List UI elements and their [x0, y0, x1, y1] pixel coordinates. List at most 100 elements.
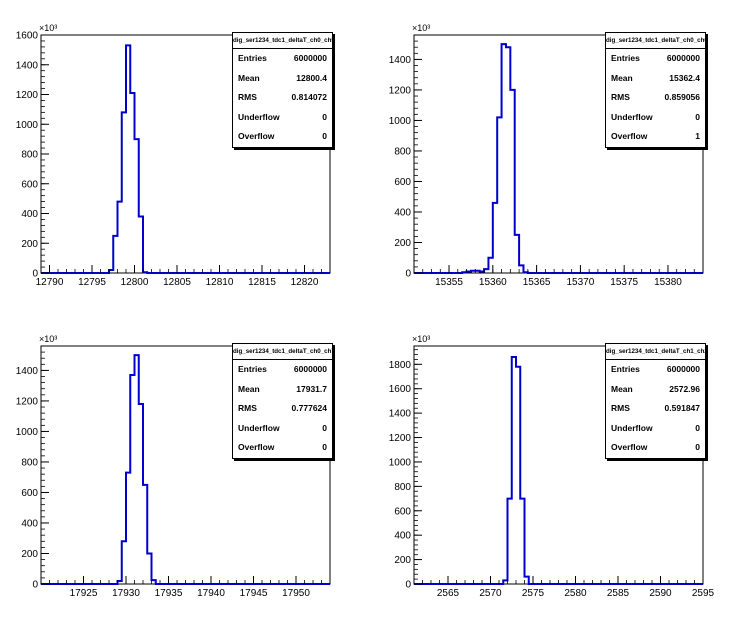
y-tick-label: 0 [32, 580, 38, 591]
y-tick-label: 1000 [16, 427, 39, 438]
stats-value: 6000000 [293, 53, 327, 63]
stats-value: 0 [322, 422, 327, 433]
histogram-line [414, 355, 703, 585]
x-tick-label: 2595 [692, 588, 715, 599]
x-tick-label: 15370 [566, 277, 594, 288]
stats-value: 0.859056 [664, 92, 700, 102]
stats-label: Underflow [238, 422, 280, 433]
stats-label: RMS [611, 92, 630, 102]
y-exponent-label: ×10³ [412, 23, 430, 33]
stats-label: Underflow [238, 111, 280, 122]
y-tick-label: 200 [394, 555, 411, 566]
x-tick-label: 2565 [437, 588, 460, 599]
x-tick-label: 12800 [121, 277, 149, 288]
x-tick-label: 15365 [523, 277, 551, 288]
y-exponent-label: ×10³ [39, 334, 57, 344]
x-tick-label: 15360 [479, 277, 507, 288]
y-tick-label: 1200 [389, 85, 412, 96]
x-tick-label: 2570 [479, 588, 502, 599]
stats-box-2: dig_ser1234_tdc1_deltaT_ch0_ch6 Entries 6… [605, 32, 706, 148]
stats-value: 0 [322, 442, 327, 452]
stats-label: Underflow [611, 422, 653, 433]
y-tick-label: 400 [394, 207, 411, 218]
y-tick-label: 0 [405, 269, 411, 280]
y-tick-label: 1400 [16, 366, 39, 377]
stats-row: Underflow 0 [606, 108, 705, 128]
histogram-pad-3: 0 200 400 600 800 1000 1200 1400 17925 17930 17935… [0, 311, 373, 622]
stats-label: Entries [611, 53, 640, 63]
y-tick-label: 600 [394, 506, 411, 517]
histogram-line [414, 43, 703, 274]
y-tick-label: 1200 [16, 90, 39, 101]
stats-row: Underflow 0 [233, 419, 332, 439]
stats-box-4: dig_ser1234_tdc1_deltaT_ch1_ch2 Entries 6… [605, 343, 706, 459]
y-tick-label: 0 [405, 580, 411, 591]
y-tick-label: 1000 [389, 457, 412, 468]
stats-label: Entries [238, 53, 267, 63]
stats-row: Overflow 0 [606, 438, 705, 458]
stats-label: Entries [238, 364, 267, 374]
stats-value: 6000000 [666, 53, 700, 63]
y-tick-label: 1600 [389, 384, 412, 395]
x-tick-label: 15355 [435, 277, 463, 288]
stats-row: Entries 6000000 [606, 360, 705, 380]
x-tick-label: 12795 [78, 277, 106, 288]
stats-label: Overflow [238, 131, 275, 141]
stats-row: Mean 17931.7 [233, 380, 332, 400]
stats-row: Entries 6000000 [606, 49, 705, 69]
x-tick-label: 17950 [282, 588, 310, 599]
stats-value: 1 [695, 131, 700, 141]
x-tick-label: 17935 [155, 588, 183, 599]
y-tick-label: 1200 [389, 433, 412, 444]
histogram-line [41, 44, 330, 274]
y-tick-label: 0 [32, 269, 38, 280]
stats-row: Entries 6000000 [233, 360, 332, 380]
stats-title-4: dig_ser1234_tdc1_deltaT_ch1_ch2 [606, 344, 705, 360]
y-tick-label: 1200 [16, 396, 39, 407]
y-tick-label: 800 [21, 457, 38, 468]
stats-value: 6000000 [666, 364, 700, 374]
stats-row: RMS 0.859056 [606, 88, 705, 108]
stats-row: Overflow 1 [606, 127, 705, 147]
x-tick-label: 12805 [163, 277, 191, 288]
histogram-3: 0 200 400 600 800 1000 1200 1400 17925 17930 17935… [16, 334, 331, 599]
stats-label: RMS [238, 403, 257, 413]
y-tick-label: 200 [21, 239, 38, 250]
x-tick-label: 12815 [248, 277, 276, 288]
x-tick-label: 17925 [70, 588, 98, 599]
histogram-pad-4: 0 200 400 600 800 1000 1200 1400 1600 1800 2565 257… [373, 311, 746, 622]
y-tick-label: 1400 [389, 55, 412, 66]
stats-row: Overflow 0 [233, 127, 332, 147]
histogram-pad-1: 0 200 400 600 800 1000 1200 1400 1600 12790 12795 1… [0, 0, 373, 311]
stats-value: 0.814072 [291, 92, 327, 102]
x-tick-label: 12790 [36, 277, 64, 288]
stats-label: Overflow [238, 442, 275, 452]
stats-value: 6000000 [293, 364, 327, 374]
stats-value: 17931.7 [296, 383, 327, 394]
x-tick-label: 2580 [564, 588, 587, 599]
x-tick-label: 12820 [291, 277, 319, 288]
stats-label: Mean [611, 383, 633, 394]
stats-value: 0 [322, 131, 327, 141]
stats-title-1: dig_ser1234_tdc1_deltaT_ch0_ch5 [233, 33, 332, 49]
histogram-4: 0 200 400 600 800 1000 1200 1400 1600 1800 2565 257… [389, 334, 715, 599]
x-tick-label: 17945 [240, 588, 268, 599]
stats-row: Underflow 0 [233, 108, 332, 128]
stats-value: 0.591847 [664, 403, 700, 413]
stats-value: 0 [695, 442, 700, 452]
y-tick-label: 200 [21, 549, 38, 560]
y-tick-label: 400 [21, 518, 38, 529]
stats-label: Underflow [611, 111, 653, 122]
y-tick-label: 1400 [389, 409, 412, 420]
stats-value: 2572.96 [669, 383, 700, 394]
stats-label: Mean [238, 72, 260, 83]
stats-title-3: dig_ser1234_tdc1_deltaT_ch0_ch7 [233, 344, 332, 360]
histogram-pad-2: 0 200 400 600 800 1000 1200 1400 15355 15360 15365… [373, 0, 746, 311]
stats-label: Overflow [611, 131, 648, 141]
x-tick-label: 2590 [649, 588, 672, 599]
stats-box-3: dig_ser1234_tdc1_deltaT_ch0_ch7 Entries 6… [232, 343, 333, 459]
stats-value: 0 [695, 111, 700, 122]
y-tick-label: 600 [394, 177, 411, 188]
stats-label: Mean [611, 72, 633, 83]
